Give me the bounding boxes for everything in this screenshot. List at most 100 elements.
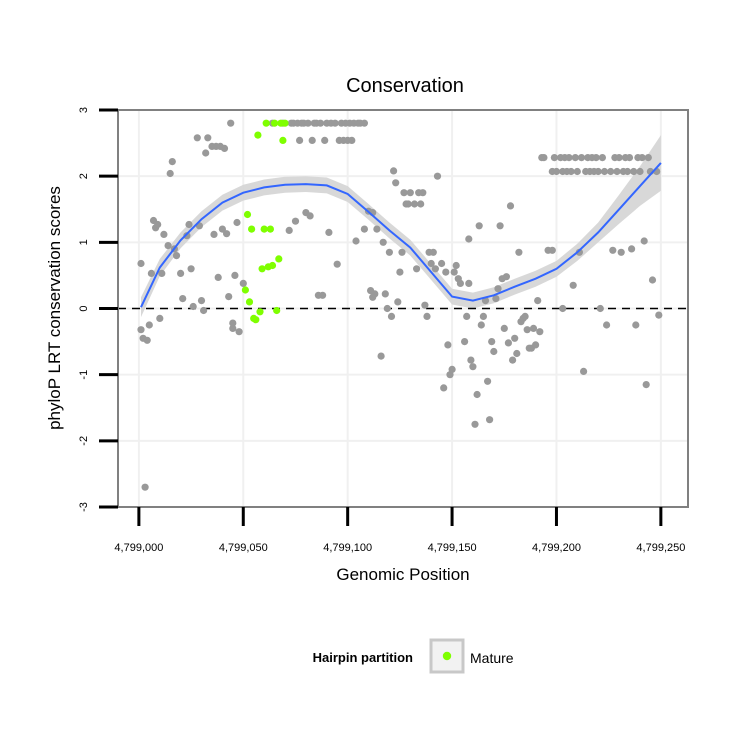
data-point [373, 225, 381, 233]
data-point [427, 259, 435, 268]
data-point [419, 189, 427, 197]
data-point [592, 154, 600, 162]
data-point-mature [279, 136, 287, 144]
y-tick-label: 0 [78, 305, 90, 311]
data-point [413, 265, 421, 273]
data-point [513, 349, 521, 358]
data-point [465, 279, 473, 287]
data-point [571, 154, 579, 162]
y-tick-label: -2 [78, 436, 90, 446]
data-point [494, 285, 502, 293]
data-point [477, 321, 485, 329]
y-tick-label: -3 [78, 502, 90, 512]
data-point [141, 483, 149, 491]
data-point [210, 230, 218, 238]
data-point [515, 248, 523, 256]
data-point [450, 268, 458, 276]
data-point [594, 167, 602, 176]
data-point [214, 273, 222, 281]
data-point [233, 218, 241, 227]
chart-title: Conservation [346, 75, 464, 97]
data-point [352, 237, 360, 245]
data-point [521, 312, 529, 320]
data-point [613, 167, 621, 176]
data-point [371, 290, 379, 298]
data-point-mature [268, 261, 277, 270]
data-point [296, 136, 304, 144]
data-point [655, 311, 663, 319]
y-tick-label: 3 [78, 107, 90, 113]
data-point [348, 136, 356, 144]
data-point [137, 259, 145, 268]
data-point [548, 246, 556, 254]
data-point [392, 179, 400, 187]
data-point [448, 365, 456, 373]
y-tick-label: -1 [78, 370, 90, 380]
data-point [565, 154, 573, 162]
data-point [523, 326, 531, 334]
data-point [306, 212, 314, 220]
x-axis: 4,799,000 4,799,050 4,799,100 4,799,150 4,79… [114, 507, 685, 554]
data-point [229, 319, 237, 327]
data-point [394, 298, 402, 306]
data-point [640, 237, 648, 245]
y-tick-label: 2 [78, 173, 90, 179]
data-point-mature [243, 210, 252, 219]
data-point [379, 238, 387, 246]
data-point [580, 367, 588, 375]
data-point [438, 259, 446, 268]
data-point [577, 154, 586, 162]
data-point [172, 252, 181, 260]
data-point [193, 134, 201, 142]
data-point [185, 220, 193, 229]
y-tick-label: 1 [78, 239, 90, 245]
data-point-mature [258, 265, 266, 273]
data-point [417, 200, 425, 208]
data-point [644, 154, 652, 162]
data-point [488, 338, 496, 346]
data-point [291, 217, 300, 225]
data-point [223, 230, 231, 238]
data-point [596, 304, 604, 313]
data-point [285, 226, 293, 234]
data-point [469, 363, 477, 371]
x-tick-label: 4,799,200 [532, 542, 581, 554]
legend-label-mature: Mature [470, 650, 514, 666]
confidence-band [141, 135, 661, 318]
x-tick-label: 4,799,150 [428, 542, 477, 554]
data-point [636, 167, 644, 176]
data-point [325, 228, 333, 236]
data-point [239, 279, 247, 287]
data-point [603, 321, 611, 329]
data-point [396, 268, 404, 276]
data-point [534, 297, 542, 305]
data-point [227, 119, 235, 127]
data-point [532, 341, 540, 349]
data-point [160, 230, 168, 238]
data-point [600, 167, 609, 176]
data-point [164, 242, 172, 250]
data-point [452, 261, 460, 270]
data-point [615, 154, 623, 162]
data-point [177, 269, 185, 277]
data-point [154, 220, 162, 229]
mature-points [241, 119, 289, 324]
data-point-mature [273, 306, 281, 315]
data-point [321, 136, 329, 144]
y-axis: 3 2 1 0 -1 -2 -3 [78, 107, 118, 512]
data-point-mature [248, 225, 256, 233]
data-point [229, 324, 237, 332]
data-point [220, 144, 229, 152]
data-point [617, 248, 625, 256]
data-point [465, 235, 473, 243]
data-point [642, 381, 650, 389]
data-point [179, 295, 187, 303]
data-point-mature [262, 119, 270, 127]
data-point [609, 246, 617, 254]
data-point [145, 321, 153, 329]
data-point [486, 416, 494, 424]
data-point [319, 291, 327, 299]
data-point [628, 245, 636, 253]
data-point-mature [254, 131, 262, 139]
